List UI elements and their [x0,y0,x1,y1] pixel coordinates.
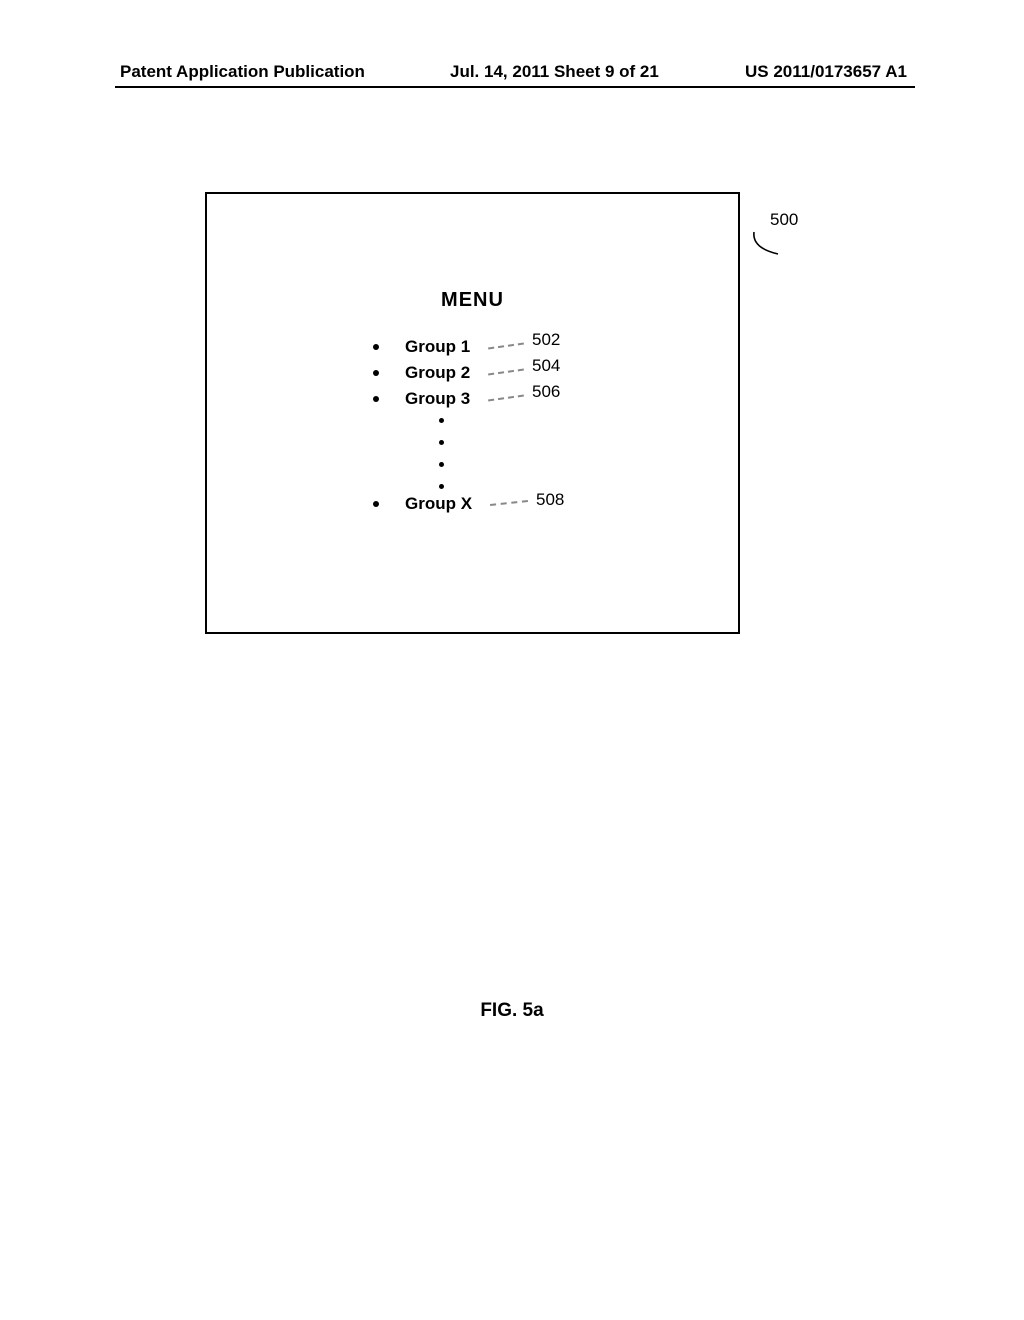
bullet-icon [373,501,379,507]
menu-title: MENU [207,289,738,312]
header-publication: Patent Application Publication [120,62,365,82]
ref-502: 502 [532,330,560,350]
header-date-sheet: Jul. 14, 2011 Sheet 9 of 21 [450,62,659,82]
ref-504: 504 [532,356,560,376]
patent-sheet: Patent Application Publication Jul. 14, … [0,0,1024,1320]
menu-item-label: Group 1 [405,337,470,357]
header-pubno: US 2011/0173657 A1 [745,62,907,82]
menu-list: Group 1 Group 2 Group 3 [373,334,470,412]
header-rule [115,86,915,88]
figure-caption: FIG. 5a [0,1000,1024,1022]
menu-item-group2[interactable]: Group 2 [373,360,470,386]
bullet-icon [373,370,379,376]
menu-item-groupx[interactable]: Group X [373,494,472,514]
menu-item-group3[interactable]: Group 3 [373,386,470,412]
bullet-icon [373,344,379,350]
lead-500-icon [750,230,790,260]
menu-item-label: Group 3 [405,389,470,409]
menu-item-group1[interactable]: Group 1 [373,334,470,360]
bullet-icon [373,396,379,402]
menu-item-label: Group 2 [405,363,470,383]
ref-508: 508 [536,490,564,510]
menu-item-label: Group X [405,494,472,514]
ref-500: 500 [770,210,798,230]
display-frame: MENU Group 1 Group 2 Group 3 Group X [205,192,740,634]
ref-506: 506 [532,382,560,402]
